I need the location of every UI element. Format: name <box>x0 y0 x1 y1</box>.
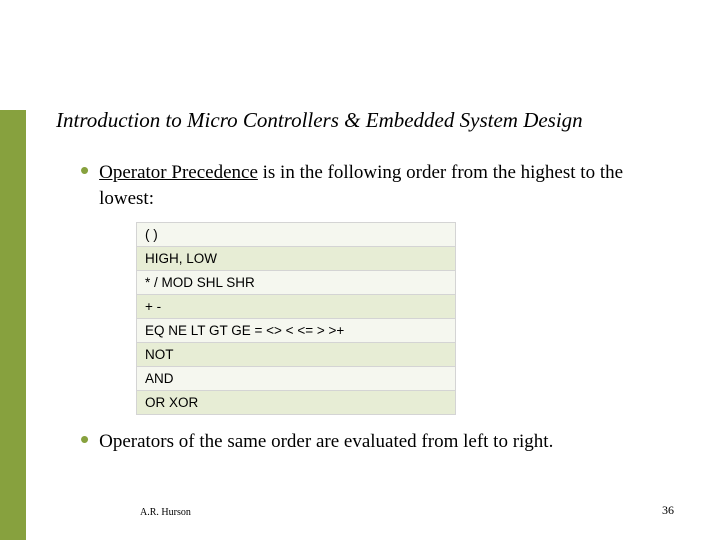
bullet-item-1: • Operator Precedence is in the followin… <box>80 160 680 212</box>
bullet-icon: • <box>80 429 89 449</box>
bullet-1-term: Operator Precedence <box>99 162 258 183</box>
table-row: EQ NE LT GT GE = <> < <= > >+ <box>137 319 456 343</box>
table-row: HIGH, LOW <box>137 247 456 271</box>
table-cell: + - <box>137 295 456 319</box>
table-row: ( ) <box>137 223 456 247</box>
bullet-icon: • <box>80 160 89 180</box>
bullet-2-text: Operators of the same order are evaluate… <box>99 429 553 455</box>
slide: Introduction to Micro Controllers & Embe… <box>0 0 720 540</box>
table-cell: OR XOR <box>137 391 456 415</box>
table-row: OR XOR <box>137 391 456 415</box>
table-cell: HIGH, LOW <box>137 247 456 271</box>
table-cell: AND <box>137 367 456 391</box>
table-cell: NOT <box>137 343 456 367</box>
slide-title: Introduction to Micro Controllers & Embe… <box>56 108 583 133</box>
table-row: AND <box>137 367 456 391</box>
table-cell: * / MOD SHL SHR <box>137 271 456 295</box>
slide-body: • Operator Precedence is in the followin… <box>80 160 680 459</box>
precedence-table: ( ) HIGH, LOW * / MOD SHL SHR + - EQ NE … <box>136 222 456 415</box>
table-row: NOT <box>137 343 456 367</box>
accent-bar <box>0 110 26 540</box>
bullet-1-text: Operator Precedence is in the following … <box>99 160 680 212</box>
table-row: * / MOD SHL SHR <box>137 271 456 295</box>
bullet-item-2: • Operators of the same order are evalua… <box>80 429 680 455</box>
table-cell: EQ NE LT GT GE = <> < <= > >+ <box>137 319 456 343</box>
table-row: + - <box>137 295 456 319</box>
table-cell: ( ) <box>137 223 456 247</box>
footer-author: A.R. Hurson <box>140 507 191 518</box>
footer-page-number: 36 <box>662 503 674 518</box>
